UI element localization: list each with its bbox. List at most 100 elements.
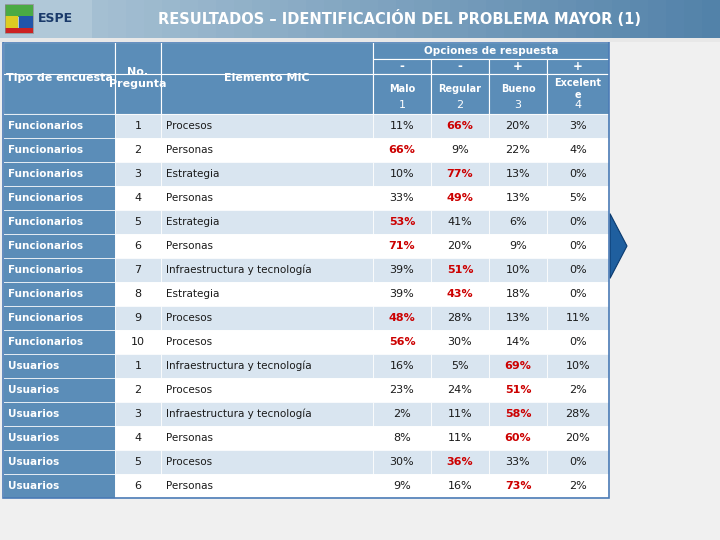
Bar [115,450,161,474]
Text: Estrategia: Estrategia [166,169,220,179]
Bar [234,0,253,38]
Text: 73%: 73% [505,481,531,491]
Bar [3,186,115,210]
Bar [431,450,489,474]
Bar [431,354,489,378]
Bar [161,258,373,282]
Bar [489,378,547,402]
Bar [373,258,431,282]
Bar [489,138,547,162]
Text: Usuarios: Usuarios [8,409,59,419]
Text: 13%: 13% [505,313,531,323]
Text: Infraestructura y tecnología: Infraestructura y tecnología [166,265,312,275]
Bar [3,42,115,114]
Text: 51%: 51% [505,385,531,395]
Bar [373,426,431,450]
Text: 24%: 24% [448,385,472,395]
Bar [489,330,547,354]
Text: -: - [400,60,405,73]
Text: Funcionarios: Funcionarios [8,145,83,155]
Bar [373,234,431,258]
Text: 6: 6 [135,481,142,491]
Bar [489,426,547,450]
Bar [489,162,547,186]
Bar [115,186,161,210]
Bar [161,74,373,114]
Bar [324,0,343,38]
Text: 4: 4 [135,433,142,443]
Text: 2%: 2% [569,385,587,395]
Bar [431,402,489,426]
Bar [547,162,609,186]
Bar [522,0,541,38]
Text: Usuarios: Usuarios [8,481,59,491]
Text: +: + [513,60,523,73]
Text: 36%: 36% [446,457,473,467]
Bar [3,138,115,162]
Bar [489,234,547,258]
Bar [547,258,609,282]
Bar [3,306,115,330]
Text: 66%: 66% [389,145,415,155]
Bar [431,282,489,306]
Bar [115,426,161,450]
Text: 20%: 20% [566,433,590,443]
Bar [216,0,235,38]
Text: 28%: 28% [566,409,590,419]
Bar [648,0,667,38]
Text: 16%: 16% [390,361,414,371]
Text: 2%: 2% [569,481,587,491]
Bar [489,402,547,426]
Bar [373,378,431,402]
Bar [431,74,489,114]
Bar [432,0,451,38]
Text: 71%: 71% [389,241,415,251]
Text: 1: 1 [135,361,142,371]
Bar [108,0,127,38]
Bar [5,16,18,29]
Bar [3,114,115,138]
Text: 28%: 28% [448,313,472,323]
Bar [161,282,373,306]
Text: 5: 5 [135,217,142,227]
Text: Usuarios: Usuarios [8,433,59,443]
Text: Tipo de encuesta: Tipo de encuesta [6,73,112,83]
Bar [547,402,609,426]
Text: 0%: 0% [570,457,587,467]
Bar [431,258,489,282]
Text: 5: 5 [135,457,142,467]
Bar [547,450,609,474]
Text: 8: 8 [135,289,142,299]
Text: 13%: 13% [505,193,531,203]
Text: Infraestructura y tecnología: Infraestructura y tecnología [166,409,312,419]
Bar [3,42,609,498]
Text: 3%: 3% [570,121,587,131]
Bar [373,402,431,426]
Bar [489,74,547,114]
Bar [431,306,489,330]
Text: Excelent
e: Excelent e [554,78,601,100]
Text: 9%: 9% [451,145,469,155]
Text: 0%: 0% [570,337,587,347]
Bar [431,162,489,186]
Bar [3,450,115,474]
Bar [431,330,489,354]
Bar [161,138,373,162]
Text: 9: 9 [135,313,142,323]
Bar [161,378,373,402]
Text: Estrategia: Estrategia [166,217,220,227]
Bar [115,402,161,426]
Text: Personas: Personas [166,145,213,155]
Bar [36,0,55,38]
Text: 39%: 39% [390,289,415,299]
Text: 56%: 56% [389,337,415,347]
Text: Procesos: Procesos [166,337,212,347]
Bar [288,0,307,38]
Text: 1: 1 [398,100,405,110]
Bar [3,210,115,234]
Bar [115,258,161,282]
Bar [373,42,609,59]
Bar [115,74,161,114]
Bar [576,0,595,38]
Text: Usuarios: Usuarios [8,385,59,395]
